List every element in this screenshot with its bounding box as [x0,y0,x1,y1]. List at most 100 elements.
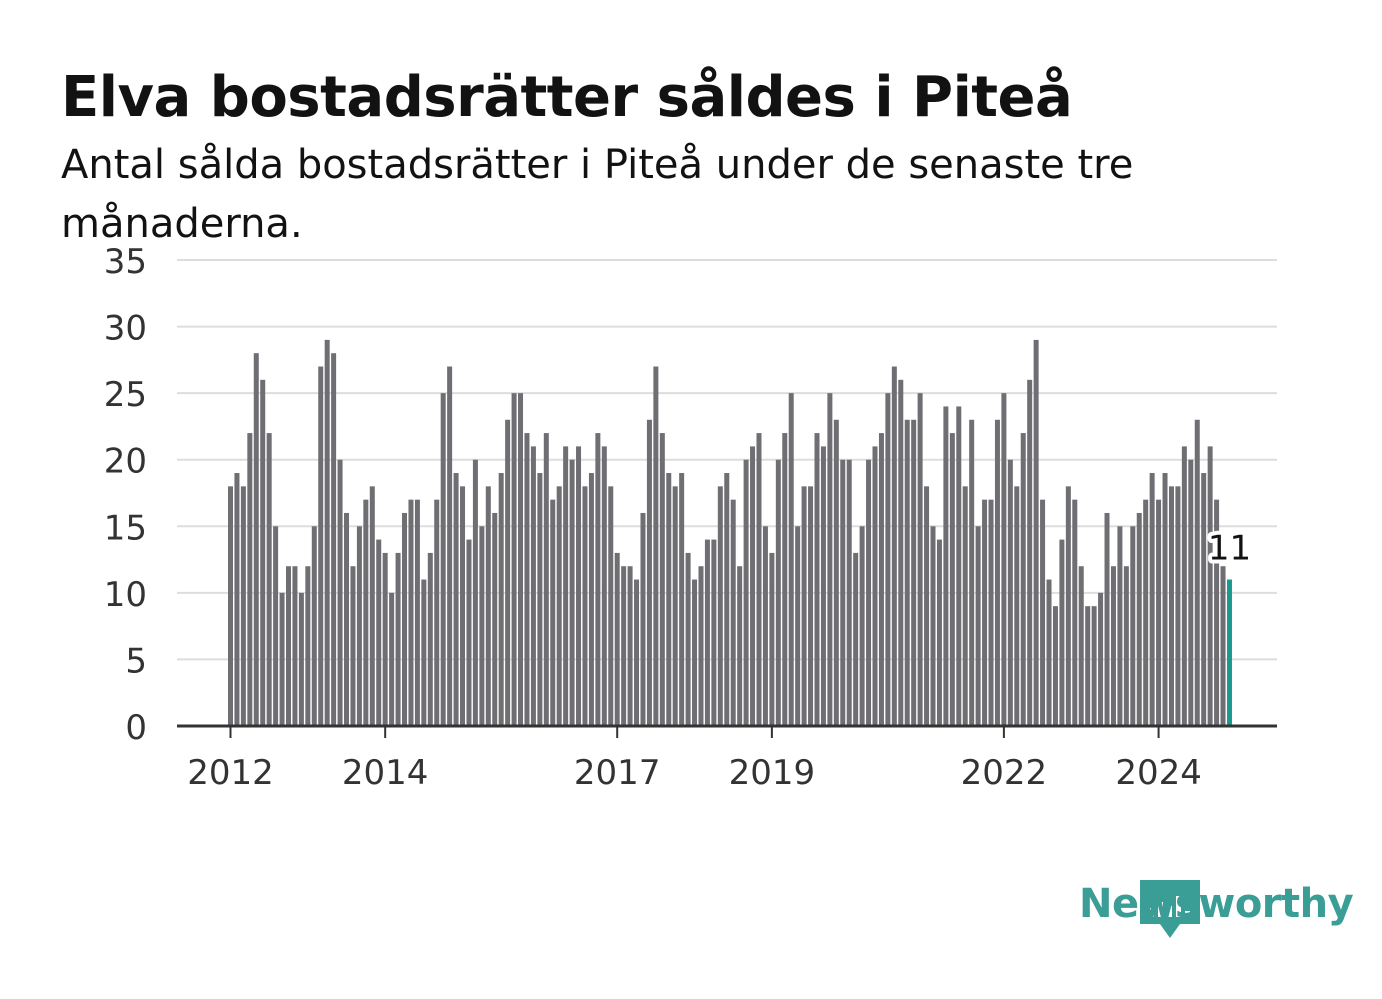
bar [460,486,466,726]
bar [788,393,794,726]
bar [1143,499,1149,726]
bar [537,473,543,726]
bar [679,473,685,726]
bar [750,446,756,726]
bar [685,552,691,726]
bar [730,499,736,726]
bar [1104,512,1110,726]
bar [653,366,659,726]
bar [943,406,949,726]
bar [376,539,382,726]
bar [820,446,826,726]
bar [447,366,453,726]
bar [930,526,936,726]
bar [924,486,930,726]
bar [556,486,562,726]
y-tick-label: 0 [125,708,147,748]
bar [891,366,897,726]
brand-logo-text: Newsworthy [1079,881,1354,927]
x-tick-label: 2019 [729,753,816,793]
bar [782,433,788,726]
bar [814,433,820,726]
bar [1078,566,1084,726]
y-tick-label: 25 [104,375,147,415]
bar [1156,499,1162,726]
bar [1001,393,1007,726]
bar [576,446,582,726]
x-tick-label: 2017 [574,753,661,793]
bar [350,566,356,726]
bar [427,552,433,726]
bar [292,566,298,726]
bar [1214,499,1220,726]
bar [634,579,640,726]
bar [563,446,569,726]
bar [717,486,723,726]
bar [795,526,801,726]
bar [1110,566,1116,726]
bar [614,552,620,726]
bar [666,473,672,726]
bar [260,379,266,726]
bar [1014,486,1020,726]
bar [440,393,446,726]
bar [659,433,665,726]
bar [743,459,749,726]
data-label-halo: 11 [1208,529,1251,569]
bar [344,512,350,726]
bar [801,486,807,726]
bar [975,526,981,726]
bar [266,433,272,726]
bar [1149,473,1155,726]
bar [1027,379,1033,726]
x-tick-label: 2014 [342,753,429,793]
bar [479,526,485,726]
bar [550,499,556,726]
bar [253,353,259,726]
bar [1162,473,1168,726]
chart-title: Elva bostadsrätter såldes i Piteå [61,65,1073,130]
bar [608,486,614,726]
bar [911,419,917,726]
bar [434,499,440,726]
bar [692,579,698,726]
bar [234,473,240,726]
bar [382,552,388,726]
bar [511,393,517,726]
bar [1130,526,1136,726]
y-tick-label: 20 [104,442,147,482]
bar [466,539,472,726]
bar [228,486,233,726]
bar [1052,606,1058,726]
bar [1091,606,1097,726]
bar [324,339,330,726]
bar [543,433,549,726]
bar [1007,459,1013,726]
x-tick-label: 2022 [961,753,1048,793]
bar [756,433,762,726]
bar [1181,446,1187,726]
bar [1117,526,1123,726]
bar [273,526,279,726]
bar [846,459,852,726]
bar [949,433,955,726]
bar [704,539,710,726]
bar [956,406,962,726]
bar [1168,486,1174,726]
bar [969,419,975,726]
bar [240,486,246,726]
bar [402,512,408,726]
bar [1046,579,1052,726]
bar [982,499,988,726]
bar [492,512,498,726]
bar [1072,499,1078,726]
bar [711,539,717,726]
bar [917,393,923,726]
bar [524,433,530,726]
bar [518,393,524,726]
bar [1194,419,1200,726]
bar [247,433,253,726]
bar [962,486,968,726]
bar [569,459,575,726]
